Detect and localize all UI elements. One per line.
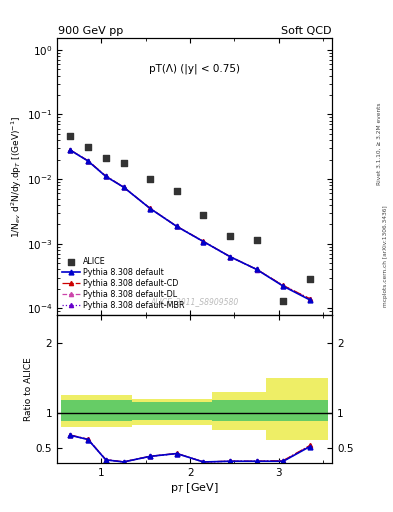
- Pythia 8.308 default-CD: [174, 223, 179, 229]
- Y-axis label: 1/N$_{ev}$ d$^2$N/dy.dp$_T$ [(GeV)$^{-1}$]: 1/N$_{ev}$ d$^2$N/dy.dp$_T$ [(GeV)$^{-1}…: [9, 116, 24, 238]
- Pythia 8.308 default: [201, 239, 206, 245]
- Text: ALICE_2011_S8909580: ALICE_2011_S8909580: [151, 297, 239, 306]
- Pythia 8.308 default: [174, 223, 179, 229]
- Pythia 8.308 default-CD: [86, 158, 90, 164]
- ALICE: [227, 232, 233, 241]
- Pythia 8.308 default-CD: [148, 205, 152, 211]
- Pythia 8.308 default: [308, 297, 312, 303]
- Pythia 8.308 default-CD: [121, 184, 126, 190]
- Pythia 8.308 default-CD: [201, 238, 206, 244]
- Pythia 8.308 default-DL: [148, 205, 152, 211]
- Pythia 8.308 default-DL: [201, 239, 206, 245]
- ALICE: [307, 275, 313, 284]
- Line: Pythia 8.308 default-DL: Pythia 8.308 default-DL: [68, 148, 312, 301]
- Pythia 8.308 default-MBR: [86, 158, 90, 164]
- Text: 900 GeV pp: 900 GeV pp: [58, 26, 123, 36]
- Text: Rivet 3.1.10, ≥ 3.2M events: Rivet 3.1.10, ≥ 3.2M events: [377, 102, 382, 185]
- Pythia 8.308 default-DL: [174, 223, 179, 229]
- Pythia 8.308 default: [281, 283, 286, 289]
- ALICE: [174, 187, 180, 195]
- X-axis label: p$_T$ [GeV]: p$_T$ [GeV]: [170, 481, 219, 495]
- Pythia 8.308 default-CD: [254, 266, 259, 272]
- Pythia 8.308 default-DL: [281, 283, 286, 289]
- Pythia 8.308 default-CD: [228, 253, 232, 260]
- Pythia 8.308 default-DL: [68, 147, 73, 153]
- Pythia 8.308 default-DL: [103, 173, 108, 179]
- ALICE: [85, 143, 91, 152]
- Pythia 8.308 default: [103, 174, 108, 180]
- Legend: ALICE, Pythia 8.308 default, Pythia 8.308 default-CD, Pythia 8.308 default-DL, P: ALICE, Pythia 8.308 default, Pythia 8.30…: [60, 255, 186, 311]
- ALICE: [200, 211, 207, 219]
- Text: mcplots.cern.ch [arXiv:1306.3436]: mcplots.cern.ch [arXiv:1306.3436]: [384, 205, 388, 307]
- Pythia 8.308 default-DL: [121, 184, 126, 190]
- Pythia 8.308 default-CD: [103, 173, 108, 179]
- Pythia 8.308 default-MBR: [148, 205, 152, 211]
- Pythia 8.308 default-CD: [281, 283, 286, 289]
- Pythia 8.308 default-DL: [308, 296, 312, 302]
- ALICE: [103, 154, 109, 162]
- Pythia 8.308 default-DL: [254, 266, 259, 272]
- Pythia 8.308 default-DL: [86, 158, 90, 164]
- Pythia 8.308 default: [148, 205, 152, 211]
- Pythia 8.308 default-MBR: [201, 239, 206, 245]
- Pythia 8.308 default: [86, 158, 90, 164]
- ALICE: [120, 159, 127, 167]
- Pythia 8.308 default-MBR: [254, 266, 259, 272]
- Line: Pythia 8.308 default-CD: Pythia 8.308 default-CD: [68, 148, 312, 301]
- ALICE: [280, 297, 286, 305]
- Pythia 8.308 default-MBR: [103, 174, 108, 180]
- Pythia 8.308 default-MBR: [308, 296, 312, 302]
- Pythia 8.308 default-MBR: [281, 283, 286, 289]
- Pythia 8.308 default-CD: [68, 147, 73, 153]
- Pythia 8.308 default-MBR: [121, 184, 126, 190]
- Pythia 8.308 default: [254, 266, 259, 272]
- Text: Soft QCD: Soft QCD: [281, 26, 331, 36]
- Pythia 8.308 default: [68, 147, 73, 153]
- Pythia 8.308 default-MBR: [68, 147, 73, 153]
- ALICE: [253, 236, 260, 244]
- Pythia 8.308 default-MBR: [228, 253, 232, 260]
- Pythia 8.308 default-MBR: [174, 223, 179, 229]
- ALICE: [67, 132, 73, 140]
- Text: pT(Λ) (|y| < 0.75): pT(Λ) (|y| < 0.75): [149, 63, 240, 74]
- Pythia 8.308 default-CD: [308, 295, 312, 302]
- Pythia 8.308 default: [121, 184, 126, 190]
- Line: Pythia 8.308 default-MBR: Pythia 8.308 default-MBR: [68, 148, 312, 301]
- Y-axis label: Ratio to ALICE: Ratio to ALICE: [24, 357, 33, 421]
- Pythia 8.308 default: [228, 253, 232, 260]
- Pythia 8.308 default-DL: [228, 253, 232, 260]
- Line: Pythia 8.308 default: Pythia 8.308 default: [68, 148, 312, 303]
- ALICE: [147, 175, 153, 183]
